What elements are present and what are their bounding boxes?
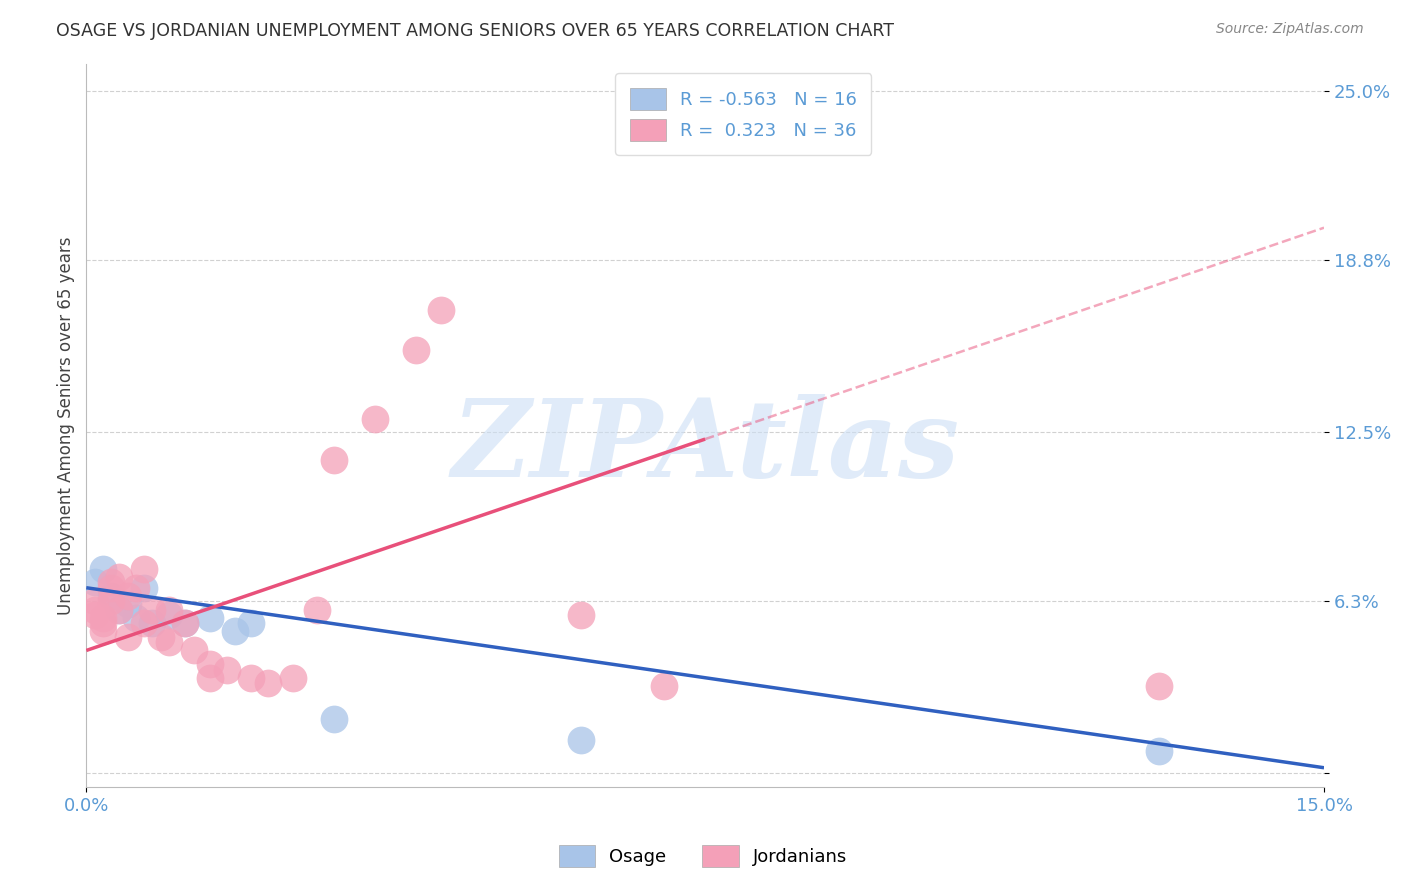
Text: Source: ZipAtlas.com: Source: ZipAtlas.com (1216, 22, 1364, 37)
Point (1147, 744, 1170, 758)
Point (198, 611, 221, 625)
Point (100, 589, 122, 603)
Point (198, 657, 221, 672)
Point (224, 624, 246, 639)
Point (108, 602, 131, 616)
Point (240, 616, 263, 631)
Point (91, 616, 114, 631)
Point (132, 581, 155, 595)
Text: ZIPAtlas: ZIPAtlas (451, 394, 959, 500)
Point (108, 602, 131, 616)
Point (108, 570, 131, 584)
Point (198, 671, 221, 685)
Point (183, 643, 205, 657)
Point (571, 733, 593, 747)
Point (430, 302, 453, 317)
Point (132, 616, 155, 631)
Point (157, 607, 180, 622)
Point (240, 671, 263, 685)
Y-axis label: Unemployment Among Seniors over 65 years: Unemployment Among Seniors over 65 years (58, 236, 75, 615)
Point (125, 611, 148, 625)
Point (174, 616, 197, 631)
Point (215, 663, 238, 677)
Point (256, 676, 278, 690)
Legend: R = -0.563   N = 16, R =  0.323   N = 36: R = -0.563 N = 16, R = 0.323 N = 36 (616, 73, 872, 155)
Point (157, 635, 180, 649)
Point (91, 611, 114, 625)
Point (307, 602, 329, 616)
Legend: Osage, Jordanians: Osage, Jordanians (551, 838, 855, 874)
Point (571, 607, 593, 622)
Point (100, 581, 122, 595)
Point (157, 602, 180, 616)
Point (322, 712, 344, 726)
Point (117, 630, 139, 644)
Point (83, 594, 105, 608)
Point (100, 594, 122, 608)
Point (141, 602, 163, 616)
Point (281, 671, 304, 685)
Point (141, 616, 163, 631)
Point (125, 581, 148, 595)
Point (91, 624, 114, 639)
Point (83, 602, 105, 616)
Point (117, 597, 139, 611)
Point (83, 607, 105, 622)
Point (405, 343, 427, 358)
Point (100, 575, 122, 590)
Point (91, 561, 114, 575)
Point (364, 411, 387, 425)
Text: OSAGE VS JORDANIAN UNEMPLOYMENT AMONG SENIORS OVER 65 YEARS CORRELATION CHART: OSAGE VS JORDANIAN UNEMPLOYMENT AMONG SE… (56, 22, 894, 40)
Point (1147, 679, 1170, 693)
Point (132, 561, 155, 575)
Point (83, 575, 105, 590)
Point (652, 679, 675, 693)
Point (149, 630, 172, 644)
Point (322, 452, 344, 467)
Point (174, 616, 197, 631)
Point (117, 589, 139, 603)
